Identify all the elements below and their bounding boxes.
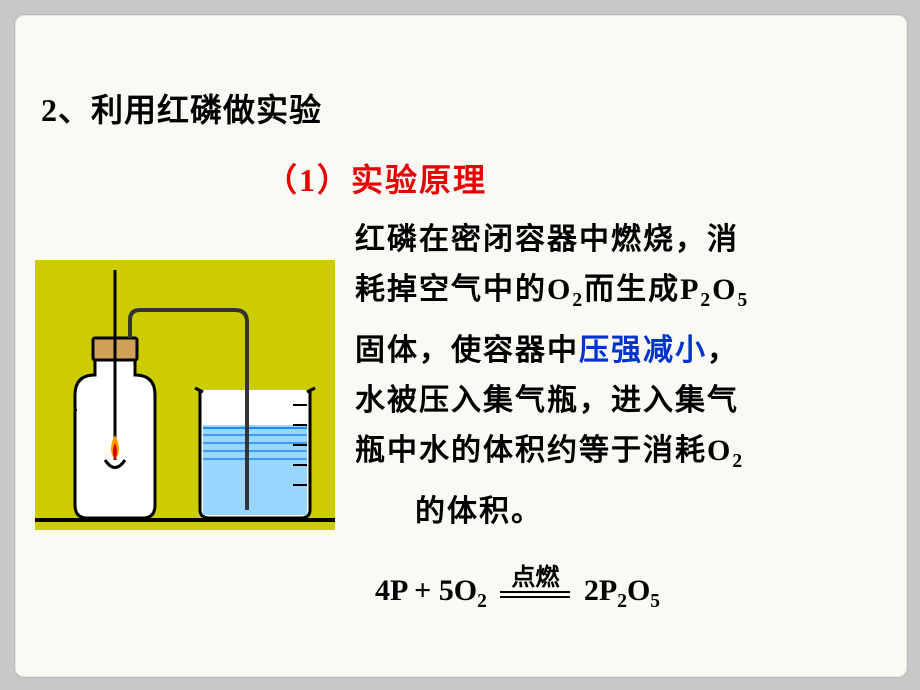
- subsection-title: （1）实验原理: [265, 155, 487, 201]
- reaction-condition: 点燃: [500, 573, 570, 613]
- para-line-6: 的体积。: [415, 495, 543, 528]
- slide-frame: 2、利用红磷做实验 （1）实验原理 红磷在密闭容器中燃烧，消 耗掉空气中的O2而…: [14, 14, 908, 678]
- para-line-2b: 而生成P: [584, 273, 700, 306]
- para-line-5: 瓶中水的体积约等于消耗O: [355, 434, 732, 467]
- beaker: [195, 388, 315, 518]
- apparatus-diagram: [35, 260, 335, 530]
- para-line-2c: O: [712, 273, 737, 306]
- para-line-4: 水被压入集气瓶，进入集气: [355, 384, 739, 417]
- eq-lhs: 4P + 5O: [375, 574, 477, 607]
- para-line-3a: 固体，使容器中: [355, 334, 579, 367]
- eq-rhs-a: 2P: [584, 574, 617, 607]
- chemical-equation: 4P + 5O2 点燃 2P2O5: [375, 573, 660, 613]
- para-line-3b: ，: [707, 334, 739, 367]
- para-line-2a: 耗掉空气中的O: [355, 273, 572, 306]
- slide-content: 2、利用红磷做实验 （1）实验原理 红磷在密闭容器中燃烧，消 耗掉空气中的O2而…: [15, 15, 907, 677]
- principle-paragraph: 红磷在密闭容器中燃烧，消 耗掉空气中的O2而生成P2O5 固体，使容器中压强减小…: [355, 215, 895, 537]
- eq-rhs-b: O: [627, 574, 650, 607]
- section-title: 2、利用红磷做实验: [41, 85, 322, 131]
- para-line-1: 红磷在密闭容器中燃烧，消: [355, 223, 739, 256]
- highlight-text: 压强减小: [579, 334, 707, 367]
